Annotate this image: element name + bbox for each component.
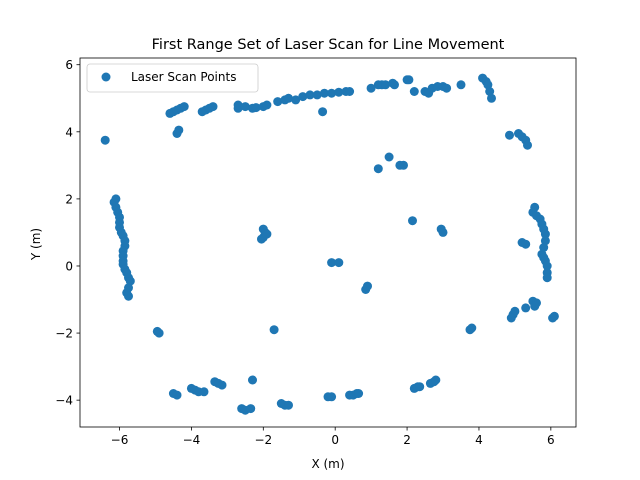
y-tick-label: 6	[65, 58, 73, 72]
plot-area	[79, 57, 577, 428]
y-tick-label: −2	[55, 327, 73, 341]
scan-point	[404, 75, 414, 85]
scan-point	[408, 216, 417, 226]
y-axis-label: Y (m)	[29, 228, 43, 261]
scan-point	[548, 313, 558, 323]
scan-point	[409, 87, 419, 96]
y-tick-label: 2	[65, 192, 73, 206]
scan-point	[506, 313, 516, 323]
scan-point	[248, 375, 257, 385]
scan-point	[100, 135, 110, 145]
scan-point	[381, 80, 390, 90]
scan-point	[251, 103, 261, 113]
scan-point	[399, 160, 408, 170]
scan-point	[262, 100, 272, 110]
scan-point	[154, 328, 164, 338]
scan-point	[174, 125, 184, 135]
scan-point	[542, 273, 552, 283]
scan-point	[233, 100, 243, 110]
scan-point	[366, 83, 376, 93]
scan-point	[431, 375, 441, 385]
y-tick-label: 4	[65, 125, 73, 139]
scan-point	[269, 325, 279, 335]
y-tick-label: 0	[65, 259, 73, 273]
scan-point	[318, 107, 328, 117]
scan-point	[246, 404, 256, 414]
chart-title: First Range Set of Laser Scan for Line M…	[152, 37, 505, 53]
x-tick-label: −6	[111, 433, 129, 447]
scan-point	[298, 92, 308, 102]
scan-point	[273, 97, 283, 107]
x-tick-label: 0	[331, 433, 339, 447]
scan-point	[530, 301, 540, 311]
scan-point	[327, 392, 337, 402]
legend-label: Laser Scan Points	[131, 70, 236, 84]
scan-point	[312, 90, 322, 100]
x-tick-label: −4	[183, 433, 201, 447]
points-layer	[100, 73, 559, 415]
x-tick-label: 2	[403, 433, 411, 447]
scan-point	[521, 239, 531, 249]
scan-point	[319, 88, 329, 98]
scan-point	[240, 102, 250, 112]
scan-point	[334, 87, 344, 97]
x-axis-label: X (m)	[311, 457, 344, 471]
scan-point	[179, 102, 189, 112]
y-tick-label: −4	[55, 394, 73, 408]
scan-point	[284, 93, 293, 103]
legend-box	[86, 63, 259, 93]
scan-point	[390, 80, 399, 90]
scan-point	[485, 87, 495, 96]
x-tick-label: 6	[547, 433, 555, 447]
scan-point	[523, 140, 532, 150]
scan-point	[217, 380, 227, 390]
scan-point	[438, 227, 448, 237]
scan-point	[505, 130, 514, 140]
scan-point	[363, 281, 372, 291]
scan-point	[327, 258, 337, 268]
scan-point	[305, 90, 315, 100]
scan-point	[442, 83, 452, 93]
x-tick-label: 4	[475, 433, 483, 447]
scan-point	[540, 229, 550, 239]
scan-point	[521, 303, 531, 313]
x-tick-label: −2	[254, 433, 272, 447]
scan-point	[345, 87, 355, 96]
scan-point	[208, 102, 218, 112]
scan-point	[415, 382, 425, 392]
scan-point	[354, 389, 364, 398]
scan-point	[487, 93, 496, 103]
legend-marker	[101, 72, 111, 82]
scan-point	[327, 88, 337, 98]
scan-point	[334, 258, 344, 268]
scan-point	[199, 387, 209, 397]
scan-point	[542, 261, 552, 271]
ticks-layer: −6 −4 −2 0 2 4 6 −4 −2 0 2 4 6	[55, 58, 554, 447]
scan-point	[465, 325, 475, 335]
scan-point	[291, 95, 301, 105]
scan-point	[284, 400, 293, 410]
scan-point	[124, 291, 133, 301]
scan-point	[373, 164, 383, 174]
legend: Laser Scan Points	[86, 63, 259, 93]
scan-point	[384, 152, 394, 162]
scan-point	[262, 229, 272, 239]
scan-point	[172, 390, 182, 400]
scan-point	[456, 80, 466, 90]
